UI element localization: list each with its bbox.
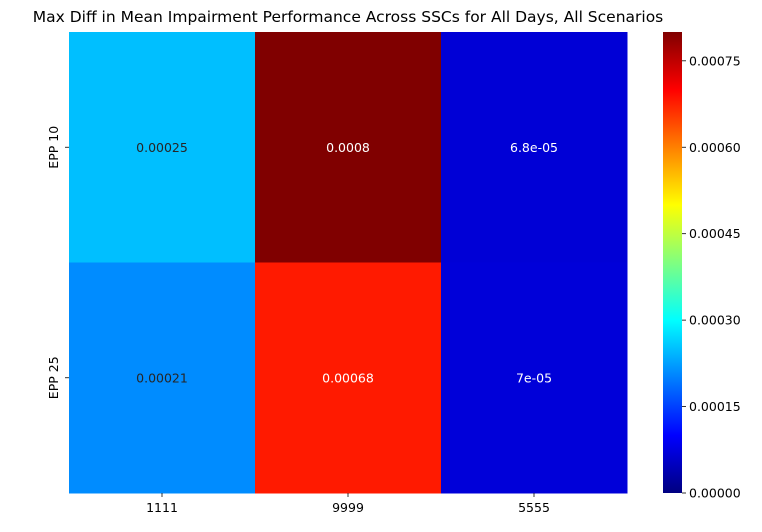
heatmap-cell [69, 32, 256, 263]
y-tick-label: EPP 25 [46, 356, 61, 399]
heatmap-cell [255, 262, 442, 494]
heatmap-cells [69, 32, 628, 494]
x-axis: 1111 9999 5555 [146, 493, 550, 515]
cell-value-label: 0.00025 [136, 140, 188, 155]
colorbar-gradient [663, 32, 682, 493]
cell-value-label: 0.00021 [136, 370, 188, 385]
heatmap-cell [441, 262, 628, 494]
colorbar-tick-label: 0.00045 [689, 226, 741, 241]
heatmap-cell-labels: 0.00025 0.0008 6.8e-05 0.00021 0.00068 7e-05 [136, 140, 558, 386]
heatmap-cell [69, 262, 256, 494]
chart-title: Max Diff in Mean Impairment Performance … [33, 8, 664, 26]
colorbar-tick-label: 0.00000 [689, 486, 741, 501]
cell-value-label: 0.0008 [326, 140, 370, 155]
cell-value-label: 6.8e-05 [510, 140, 558, 155]
colorbar-tick-label: 0.00015 [689, 399, 741, 414]
heatmap-cell [255, 32, 442, 263]
colorbar-tick-label: 0.00075 [689, 53, 741, 68]
y-tick-label: EPP 10 [46, 126, 61, 169]
x-tick-label: 1111 [146, 500, 178, 515]
y-axis: EPP 10 EPP 25 [46, 126, 69, 399]
colorbar: 0.00000 0.00015 0.00030 0.00045 0.00060 0.000… [663, 32, 741, 501]
x-tick-label: 5555 [518, 500, 550, 515]
cell-value-label: 7e-05 [516, 370, 552, 385]
colorbar-tick-label: 0.00030 [689, 313, 741, 328]
cell-value-label: 0.00068 [322, 370, 374, 385]
heatmap-cell [441, 32, 628, 263]
colorbar-tick-label: 0.00060 [689, 140, 741, 155]
x-tick-label: 9999 [332, 500, 364, 515]
